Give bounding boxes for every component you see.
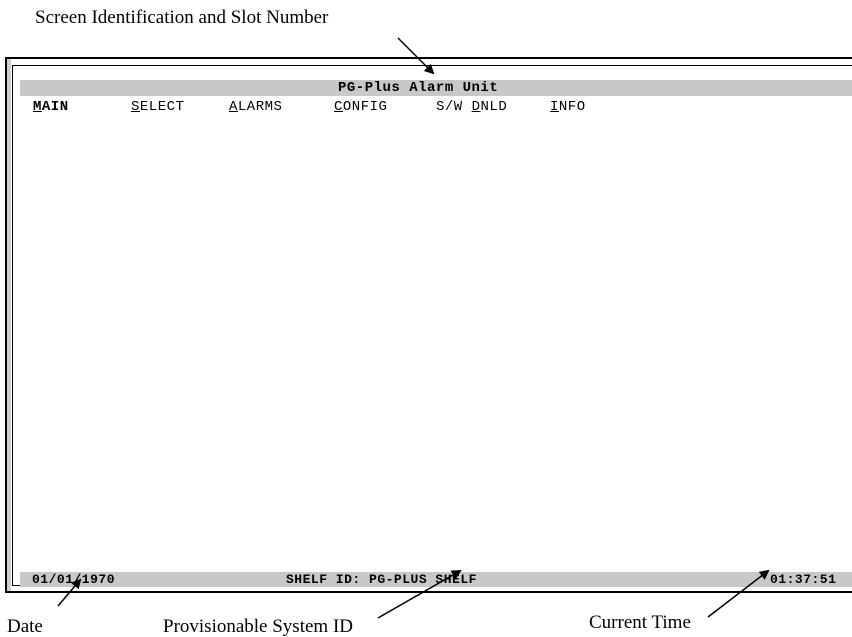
menu-info[interactable]: INFO [550, 99, 586, 115]
menu-select[interactable]: SELECT [131, 99, 185, 115]
status-shelf-id: SHELF ID: PG-PLUS SHELF [286, 572, 477, 587]
terminal-window [5, 57, 852, 593]
screen-title: PG-Plus Alarm Unit [338, 80, 499, 96]
terminal-screen [12, 65, 852, 586]
status-bar: 01/01/1970 SHELF ID: PG-PLUS SHELF 01:37… [20, 572, 852, 587]
menu-sw-dnld[interactable]: S/W DNLD [436, 99, 508, 115]
menu-main[interactable]: MAIN [33, 99, 69, 115]
screen-id-callout: Screen Identification and Slot Number [35, 7, 329, 28]
screen-title-bar: PG-Plus Alarm Unit [20, 80, 852, 96]
menu-alarms[interactable]: ALARMS [229, 99, 283, 115]
main-menu: MAIN SELECT ALARMS CONFIG S/W DNLD INFO [20, 98, 852, 116]
status-date: 01/01/1970 [32, 572, 116, 587]
system-id-callout: Provisionable System ID [163, 616, 353, 637]
date-callout: Date [7, 616, 43, 637]
current-time-callout: Current Time [589, 612, 691, 633]
status-time: 01:37:51 [770, 572, 837, 587]
menu-config[interactable]: CONFIG [334, 99, 388, 115]
window-border [7, 59, 11, 591]
